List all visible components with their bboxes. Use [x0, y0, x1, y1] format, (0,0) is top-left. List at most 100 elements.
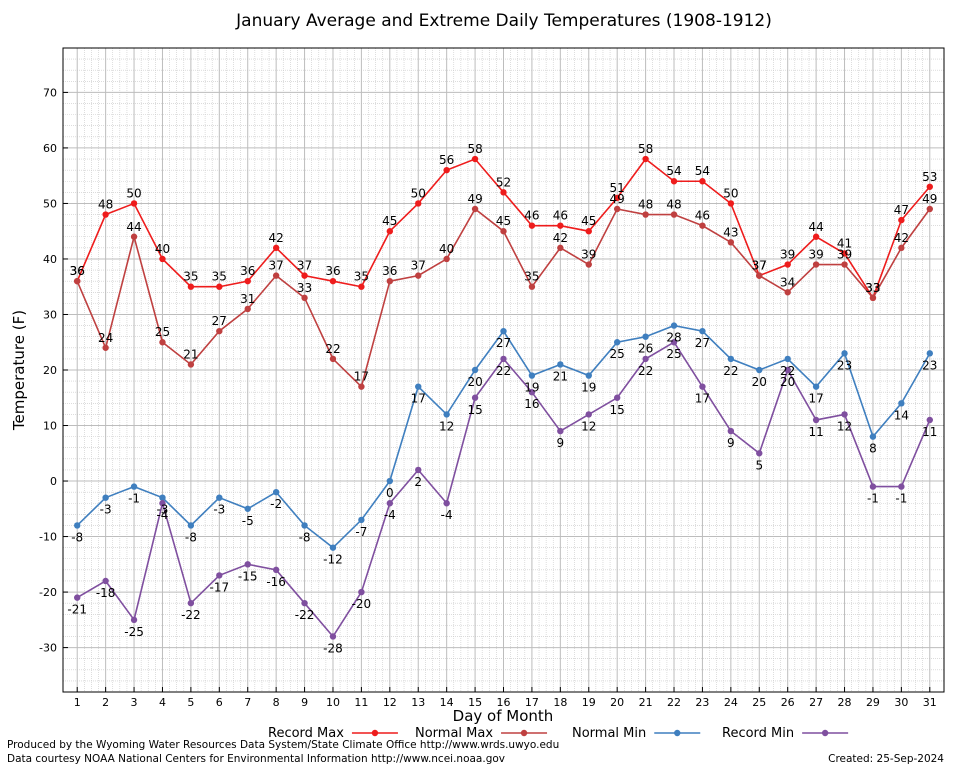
record-min-point — [926, 416, 933, 424]
record-max-data-label: 53 — [922, 170, 937, 184]
x-tick-label: 10 — [326, 696, 340, 709]
record-min-data-label: 12 — [837, 419, 852, 433]
normal-max-point — [613, 205, 621, 213]
record-min-point — [74, 594, 81, 601]
record-max-data-label: 50 — [411, 186, 426, 200]
record-min-data-label: -20 — [352, 597, 372, 611]
normal-min-data-label: -2 — [270, 497, 282, 511]
record-max-data-label: 52 — [496, 175, 511, 189]
x-tick-label: 28 — [838, 696, 852, 709]
y-tick-label: 30 — [43, 308, 57, 321]
record-min-data-label: 20 — [780, 375, 795, 389]
record-min-point — [812, 416, 820, 424]
normal-max-point — [898, 244, 905, 252]
record-max-data-label: 46 — [524, 209, 539, 223]
normal-min-point — [329, 544, 337, 551]
record-max-point — [159, 255, 166, 263]
normal-max-data-label: 27 — [212, 314, 227, 328]
record-min-data-label: 22 — [496, 364, 511, 378]
x-tick-label: 30 — [894, 696, 908, 709]
record-max-point — [528, 222, 536, 229]
normal-min-data-label: -3 — [156, 503, 168, 517]
y-tick-label: 20 — [43, 364, 57, 377]
record-max-data-label: 35 — [183, 270, 198, 284]
y-tick-label: -10 — [39, 531, 57, 544]
x-tick-label: 19 — [582, 696, 596, 709]
normal-min-data-label: 27 — [496, 336, 511, 350]
record-max-point — [812, 233, 820, 240]
normal-min-data-label: -12 — [323, 553, 343, 567]
record-max-data-label: 33 — [865, 281, 880, 295]
record-min-data-label: 11 — [922, 425, 937, 439]
normal-min-data-label: 0 — [386, 486, 394, 500]
record-min-point — [784, 366, 791, 374]
record-min-data-label: 11 — [808, 425, 823, 439]
record-max-point — [130, 200, 138, 207]
record-min-data-label: 12 — [581, 419, 596, 433]
record-min-point — [471, 394, 479, 401]
record-min-data-label: -18 — [96, 586, 116, 600]
normal-max-point — [216, 327, 223, 335]
chart-title: January Average and Extreme Daily Temper… — [235, 11, 772, 31]
x-tick-label: 15 — [468, 696, 482, 709]
record-max-data-label: 54 — [695, 164, 710, 178]
normal-max-data-label: 17 — [354, 370, 369, 384]
legend-label-normal-min: Normal Min — [572, 726, 646, 741]
legend-marker-normal-max — [520, 729, 528, 737]
normal-max-data-label: 25 — [155, 325, 170, 339]
record-min-point — [358, 588, 365, 596]
normal-min-point — [187, 522, 195, 529]
record-min-data-label: 22 — [638, 364, 653, 378]
normal-max-point — [159, 339, 166, 346]
record-min-data-label: -15 — [238, 569, 258, 583]
normal-max-data-label: 31 — [240, 292, 255, 306]
normal-min-data-label: 12 — [439, 419, 454, 433]
normal-min-data-label: 19 — [581, 381, 596, 395]
record-max-point — [670, 178, 678, 185]
normal-min-data-label: 19 — [524, 381, 539, 395]
record-max-data-label: 54 — [666, 164, 681, 178]
record-max-data-label: 45 — [382, 214, 397, 228]
legend-label-normal-max: Normal Max — [415, 726, 493, 741]
x-tick-label: 8 — [273, 696, 280, 709]
normal-min-point — [613, 339, 621, 346]
y-tick-label: -20 — [39, 586, 57, 599]
record-max-point — [642, 155, 649, 163]
x-tick-label: 27 — [809, 696, 823, 709]
normal-min-point — [500, 327, 507, 335]
normal-max-point — [642, 211, 649, 218]
x-tick-label: 3 — [131, 696, 138, 709]
record-max-data-label: 39 — [780, 248, 795, 262]
record-min-point — [102, 577, 109, 585]
footer-data-courtesy: Data courtesy NOAA National Centers for … — [7, 753, 506, 765]
record-min-data-label: 15 — [467, 403, 482, 417]
normal-max-data-label: 39 — [837, 248, 852, 262]
x-tick-label: 29 — [866, 696, 880, 709]
normal-min-point — [159, 494, 166, 501]
grid — [63, 47, 944, 693]
record-max-data-label: 46 — [553, 209, 568, 223]
normal-min-point — [102, 494, 109, 501]
normal-max-point — [272, 272, 280, 279]
normal-min-point — [841, 350, 848, 357]
record-min-point — [443, 500, 450, 507]
normal-max-point — [869, 294, 877, 302]
record-max-point — [329, 277, 337, 285]
footer-created-date: Created: 25-Sep-2024 — [828, 753, 944, 765]
normal-max-point — [727, 239, 735, 246]
normal-min-data-label: -8 — [185, 530, 197, 544]
normal-max-point — [244, 305, 251, 313]
x-tick-label: 21 — [639, 696, 653, 709]
x-tick-label: 7 — [244, 696, 251, 709]
record-max-data-label: 40 — [155, 242, 170, 256]
normal-max-point — [329, 355, 337, 363]
record-min-data-label: 25 — [666, 347, 681, 361]
y-tick-label: -30 — [39, 642, 57, 655]
normal-max-point — [557, 244, 564, 252]
x-tick-label: 16 — [497, 696, 511, 709]
normal-min-data-label: -3 — [213, 503, 225, 517]
record-max-point — [784, 261, 791, 268]
x-tick-label: 2 — [102, 696, 109, 709]
normal-min-data-label: -7 — [355, 525, 367, 539]
normal-min-data-label: 8 — [869, 442, 877, 456]
